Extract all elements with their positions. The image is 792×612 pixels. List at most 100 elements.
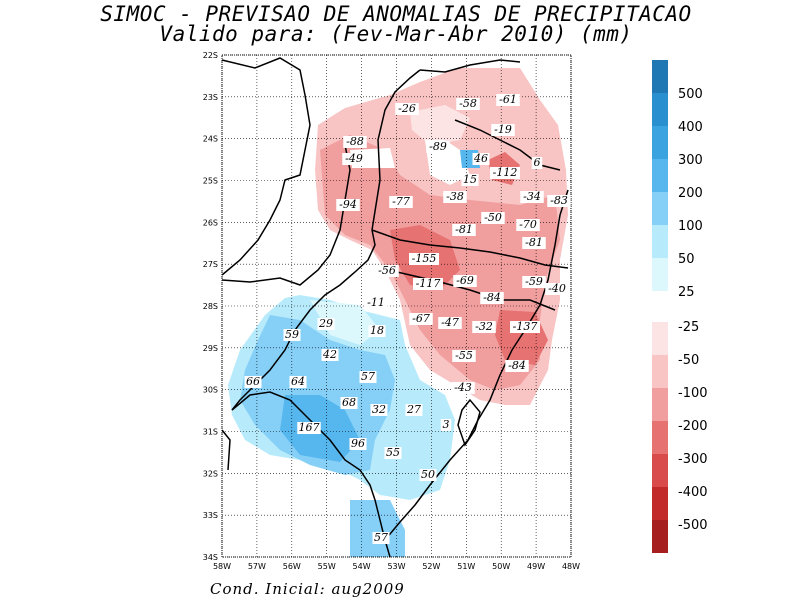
value-label-bg <box>289 376 307 388</box>
value-label-bg <box>372 532 390 544</box>
value-label-bg <box>384 447 402 459</box>
value-label: -32 <box>475 320 493 333</box>
colorbar-label-positive: 25 <box>678 285 695 300</box>
lon-tick-label: 50W <box>492 562 510 571</box>
lat-tick-label: 34S <box>203 553 218 562</box>
map-title: SIMOC - PREVISAO DE ANOMALIAS DE PRECIPI… <box>100 2 692 26</box>
latitude-tick-labels: 22S 23S 24S 25S 26S 27S 28S 29S 30S 31S 32S 33S 34S <box>203 51 218 562</box>
value-label-bg <box>409 253 439 265</box>
colorbar-swatch-negative <box>652 520 668 553</box>
value-label: -38 <box>446 190 464 203</box>
value-label-bg <box>520 191 544 203</box>
value-label-bg <box>452 350 476 362</box>
value-label: 29 <box>318 317 333 330</box>
value-label: -81 <box>455 223 473 236</box>
value-label: -55 <box>455 349 473 362</box>
value-label-bg <box>516 219 540 231</box>
colorbar-swatch-negative <box>652 322 668 355</box>
value-label-bg <box>368 325 386 337</box>
colorbar-swatch-negative <box>652 487 668 520</box>
region-positive-25 <box>310 300 380 345</box>
colorbar-swatch-positive <box>652 159 668 192</box>
colorbar-swatch-negative <box>652 388 668 421</box>
value-label-bg <box>395 103 419 115</box>
value-label-bg <box>336 199 360 211</box>
value-label: -112 <box>493 166 518 179</box>
value-label: -58 <box>459 97 477 110</box>
lat-tick-label: 22S <box>203 51 218 60</box>
value-label-bg <box>456 98 480 110</box>
border-sp <box>419 59 521 73</box>
value-label-bg <box>461 174 479 186</box>
value-label-bg <box>547 195 571 207</box>
value-label-bg <box>453 275 477 287</box>
lat-tick-label: 24S <box>203 135 218 144</box>
value-label-bg <box>297 422 321 434</box>
colorbar-swatch-negative <box>652 421 668 454</box>
map-frame <box>221 54 572 558</box>
colorbar-swatch-positive <box>652 258 668 291</box>
value-label-bg <box>370 404 388 416</box>
colorbar-label-negative: -25 <box>678 320 699 335</box>
value-label: -56 <box>378 264 396 277</box>
lon-tick-label: 57W <box>248 562 266 571</box>
border-internal <box>454 119 561 171</box>
colorbar-label-negative: -500 <box>678 518 708 533</box>
lat-tick-label: 32S <box>203 469 218 478</box>
lagoa-dos-patos <box>457 398 481 447</box>
value-label: -49 <box>345 152 363 165</box>
value-label-bg <box>340 397 358 409</box>
value-label: -83 <box>550 194 568 207</box>
colorbar-label-positive: 100 <box>678 219 703 234</box>
colorbar-swatch-positive <box>652 225 668 258</box>
colorbar: 500 400 300 200 100 50 25 -25 -50 -100 -200 -300 -40… <box>652 60 708 553</box>
colorbar-label-negative: -50 <box>678 353 699 368</box>
value-label-bg <box>389 196 413 208</box>
lat-tick-label: 31S <box>203 428 218 437</box>
value-label-bg <box>472 321 496 333</box>
value-label: 46 <box>473 152 488 165</box>
lon-tick-label: 58W <box>213 562 231 571</box>
region-positive-100-south <box>350 500 405 557</box>
lat-tick-label: 23S <box>203 93 218 102</box>
lon-tick-label: 54W <box>353 562 371 571</box>
lon-tick-label: 49W <box>527 562 545 571</box>
colorbar-label-negative: -300 <box>678 452 708 467</box>
value-label-bg <box>545 283 569 295</box>
value-label: 68 <box>342 396 356 409</box>
value-label-bg <box>496 94 520 106</box>
value-label-bg <box>349 438 367 450</box>
lat-tick-label: 33S <box>203 511 218 520</box>
lat-tick-label: 27S <box>203 260 218 269</box>
value-label-bg <box>491 124 515 136</box>
colorbar-swatch-negative <box>652 454 668 487</box>
value-label: -67 <box>412 312 430 325</box>
value-label-bg <box>375 265 399 277</box>
value-label-bg <box>522 237 546 249</box>
anomaly-value-labels: -26 -58 -61 -19 -88 -89 -49 46 -112 6 15 -34 -94 -77 -… <box>244 93 571 544</box>
value-label-bg <box>405 404 423 416</box>
colorbar-label-negative: -100 <box>678 386 708 401</box>
value-label: -84 <box>483 291 501 304</box>
border-uruguay <box>231 391 391 558</box>
lon-tick-label: 52W <box>422 562 440 571</box>
colorbar-label-negative: -400 <box>678 485 708 500</box>
value-label: 57 <box>374 531 388 544</box>
value-label: -155 <box>412 252 437 265</box>
value-label: 18 <box>370 324 384 337</box>
initial-condition-footer: Cond. Inicial: aug2009 <box>210 580 405 598</box>
value-label: -19 <box>494 123 512 136</box>
value-label: -69 <box>456 274 474 287</box>
lat-tick-label: 29S <box>203 344 218 353</box>
lon-tick-label: 55W <box>318 562 336 571</box>
longitude-tick-labels: 58W 57W 56W 55W 54W 53W 52W 51W 50W 49W 48W <box>213 562 580 571</box>
value-label: 167 <box>299 421 320 434</box>
value-label-bg <box>440 419 452 431</box>
value-label: 57 <box>361 370 375 383</box>
value-label-bg <box>283 329 301 341</box>
value-label-bg <box>321 349 339 361</box>
value-label: 3 <box>443 418 450 431</box>
colorbar-label-negative: -200 <box>678 419 708 434</box>
value-label: -89 <box>429 140 447 153</box>
lon-tick-label: 53W <box>387 562 405 571</box>
